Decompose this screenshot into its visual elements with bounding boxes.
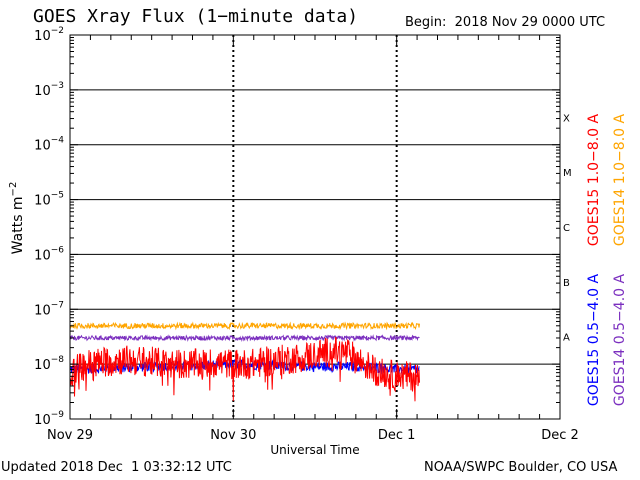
svg-text:Watts m−2: Watts m−2 bbox=[8, 182, 26, 255]
x-axis-label: Universal Time bbox=[270, 443, 359, 457]
y-axis-label: Watts m−2 bbox=[8, 182, 26, 255]
legend-entry: GOES15 0.5−4.0 A bbox=[586, 274, 602, 407]
series-line bbox=[69, 334, 420, 343]
flare-class-label: M bbox=[563, 168, 572, 179]
series-line bbox=[69, 321, 420, 331]
x-tick-label: Nov 29 bbox=[47, 428, 93, 443]
series-layer bbox=[69, 321, 420, 402]
y-tick-label: 10−4 bbox=[34, 136, 64, 154]
updated-time: Updated 2018 Dec 1 03:32:12 UTC bbox=[1, 460, 232, 475]
chart-title: GOES Xray Flux (1−minute data) bbox=[33, 6, 359, 27]
flare-class-label: X bbox=[563, 113, 570, 124]
x-tick-label: Nov 30 bbox=[210, 428, 256, 443]
grid-layer bbox=[70, 35, 560, 419]
y-tick-label: 10−8 bbox=[34, 355, 64, 373]
y-tick-label: 10−9 bbox=[34, 410, 64, 428]
label-layer: 10−9 10−8 10−7 10−6 10−5 10−4 10−3 10−2 Nov 29 No… bbox=[34, 26, 579, 443]
legend-entry: GOES15 1.0−8.0 A bbox=[586, 114, 602, 247]
legend-entry: GOES14 1.0−8.0 A bbox=[612, 114, 628, 247]
y-tick-label: 10−7 bbox=[34, 300, 64, 318]
x-tick-label: Dec 2 bbox=[541, 428, 579, 443]
legend-entry: GOES14 0.5−4.0 A bbox=[612, 274, 628, 407]
flare-class-label: A bbox=[563, 333, 570, 344]
y-tick-label: 10−2 bbox=[34, 26, 64, 44]
series-line bbox=[69, 336, 420, 402]
x-tick-label: Dec 1 bbox=[378, 428, 416, 443]
y-tick-label: 10−5 bbox=[34, 191, 64, 209]
flare-class-label: B bbox=[563, 278, 570, 289]
y-tick-label: 10−3 bbox=[34, 81, 64, 99]
begin-time: Begin: 2018 Nov 29 0000 UTC bbox=[405, 15, 606, 30]
y-tick-label: 10−6 bbox=[34, 245, 64, 263]
flare-class-label: C bbox=[563, 223, 570, 234]
credit-text: NOAA/SWPC Boulder, CO USA bbox=[424, 460, 618, 475]
tick-layer bbox=[69, 35, 561, 420]
legend: GOES15 1.0−8.0 A GOES14 1.0−8.0 A GOES15 0… bbox=[586, 114, 628, 407]
